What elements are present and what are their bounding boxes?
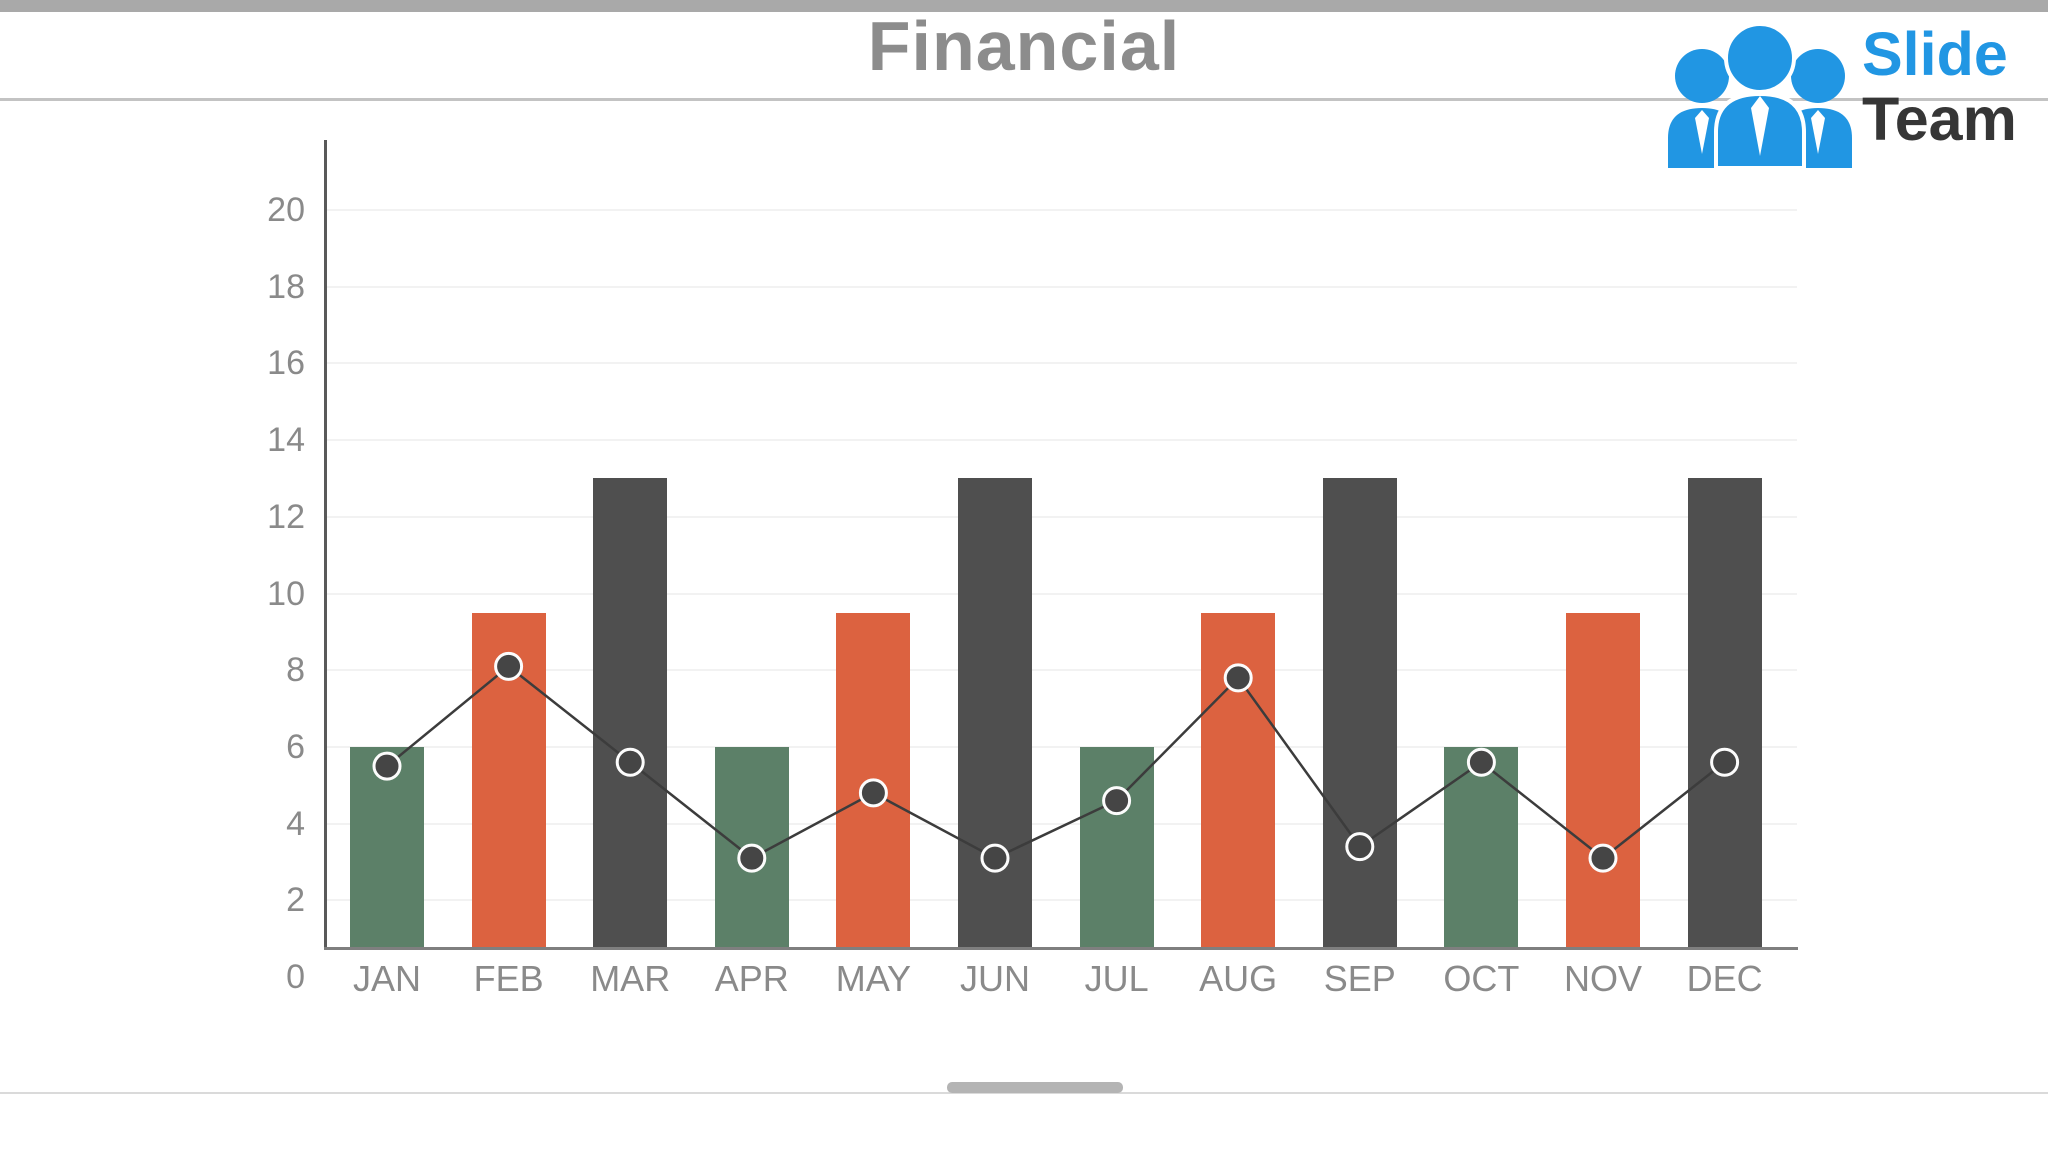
- x-tick-label-feb: FEB: [473, 958, 544, 999]
- x-tick-label-mar: MAR: [590, 958, 671, 999]
- gridline-y20: [327, 209, 1797, 211]
- y-tick-label-2: 2: [286, 881, 305, 920]
- top-strip: [0, 0, 2048, 12]
- trend-line: [386, 664, 1726, 860]
- y-tick-label-4: 4: [286, 804, 305, 843]
- bar-mar: [593, 478, 668, 948]
- gridline-y18: [327, 285, 1797, 288]
- x-axis-line: [324, 947, 1798, 950]
- slideteam-logo: Slide Team: [1660, 14, 2048, 168]
- bar-jul: [1079, 746, 1154, 948]
- y-tick-label-0: 0: [286, 958, 305, 996]
- bar-nov: [1566, 612, 1640, 948]
- y-tick-label-8: 8: [286, 651, 305, 690]
- gridline-y10: [327, 592, 1797, 595]
- gridline-y2: [327, 899, 1797, 902]
- people-group-icon: [1668, 22, 1852, 168]
- y-axis-line: [324, 140, 327, 950]
- bar-jan: [350, 746, 424, 948]
- y-tick-label-16: 16: [267, 344, 305, 383]
- y-tick-label-6: 6: [286, 727, 305, 766]
- bar-apr: [714, 746, 789, 948]
- gridline-y14: [327, 439, 1797, 442]
- logo-text: Slide Team: [1862, 22, 2017, 152]
- x-tick-label-may: MAY: [835, 958, 912, 999]
- bar-aug: [1201, 612, 1276, 948]
- bar-may: [836, 612, 911, 948]
- scrollbar-thumb[interactable]: [947, 1082, 1123, 1093]
- bar-jun: [958, 478, 1032, 948]
- x-tick-label-oct: OCT: [1443, 958, 1520, 999]
- x-tick-label-dec: DEC: [1686, 958, 1763, 999]
- bar-sep: [1322, 478, 1397, 948]
- page-title: Financial: [867, 7, 1181, 85]
- y-tick-label-10: 10: [267, 574, 305, 613]
- x-tick-label-apr: APR: [714, 958, 789, 999]
- bar-oct: [1444, 746, 1519, 948]
- gridline-y12: [327, 515, 1797, 518]
- x-tick-label-sep: SEP: [1323, 958, 1396, 999]
- y-tick-label-14: 14: [267, 421, 305, 460]
- y-tick-label-12: 12: [267, 497, 305, 536]
- gridline-y16: [327, 362, 1797, 365]
- logo-text-team: Team: [1862, 85, 2017, 153]
- x-tick-label-aug: AUG: [1199, 958, 1278, 999]
- logo-text-slide: Slide: [1862, 20, 2008, 88]
- bar-feb: [471, 612, 546, 948]
- y-tick-label-20: 20: [267, 191, 305, 229]
- header-divider: [0, 98, 2048, 101]
- x-tick-label-jul: JUL: [1084, 958, 1149, 999]
- y-tick-label-18: 18: [267, 267, 305, 306]
- x-tick-label-jan: JAN: [352, 958, 421, 999]
- footer-divider: [0, 1092, 2048, 1094]
- x-tick-label-nov: NOV: [1563, 958, 1642, 999]
- x-tick-label-jun: JUN: [960, 958, 1030, 999]
- bar-dec: [1687, 478, 1762, 948]
